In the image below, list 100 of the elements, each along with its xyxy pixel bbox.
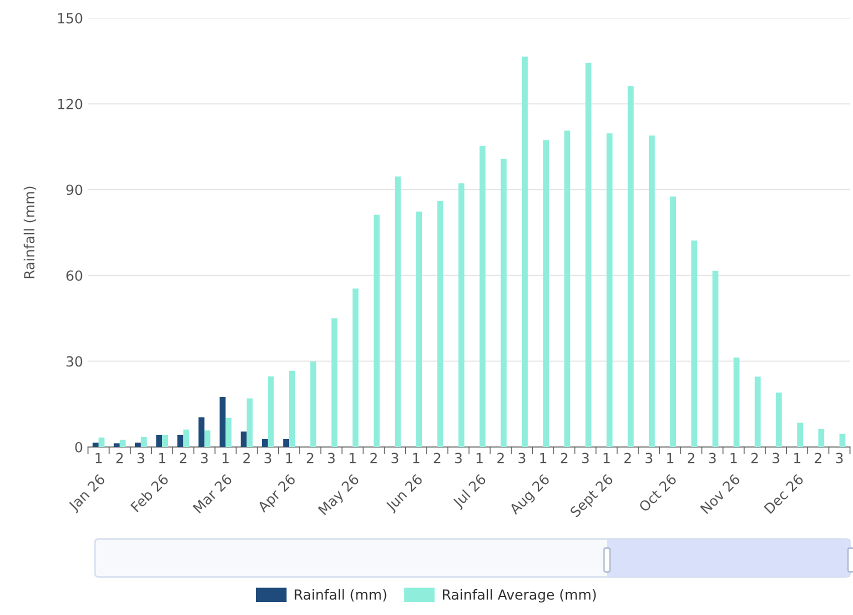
x-tick-label: 1 xyxy=(413,452,420,464)
bar xyxy=(776,392,782,447)
bar xyxy=(92,442,99,447)
text: Jul 26 xyxy=(452,473,488,510)
y-tick-label: 60 xyxy=(66,270,82,281)
x-tick-label: 3 xyxy=(455,452,462,464)
text: Nov 26 xyxy=(700,474,741,514)
x-tick-label: 3 xyxy=(582,452,589,464)
bar xyxy=(289,370,296,447)
x-tick-label: 2 xyxy=(243,452,250,464)
x-tick-label: 1 xyxy=(159,452,166,464)
x-tick-label: 1 xyxy=(667,452,674,464)
bar xyxy=(162,434,168,447)
x-tick-label: 1 xyxy=(730,452,737,464)
bar xyxy=(134,442,141,447)
bar xyxy=(754,376,761,447)
x-tick-label: 2 xyxy=(751,452,758,464)
x-tick-label: 3 xyxy=(328,452,335,464)
x-tick-label: 3 xyxy=(772,452,780,464)
bar xyxy=(246,398,253,447)
x-tick-label: 1 xyxy=(794,452,800,464)
bar xyxy=(734,357,740,447)
bar xyxy=(712,270,718,447)
bar xyxy=(394,176,401,447)
x-tick-label: 3 xyxy=(201,452,208,464)
bar xyxy=(416,212,422,447)
legend-label: Rainfall Average (mm) xyxy=(442,589,596,602)
text: Dec 26 xyxy=(764,474,804,514)
x-tick-label: 1 xyxy=(222,452,229,464)
bar xyxy=(204,430,210,447)
x-tick-label: 3 xyxy=(646,452,652,464)
x-tick-label: 3 xyxy=(836,452,843,464)
bar xyxy=(177,434,184,447)
bar xyxy=(226,418,232,447)
x-tick-label: 1 xyxy=(540,452,546,464)
bar xyxy=(522,56,528,447)
bar xyxy=(818,428,824,447)
bar xyxy=(140,436,147,447)
y-axis-title: Rainfall (mm) xyxy=(24,186,36,278)
bar xyxy=(310,361,316,447)
text: Mar 26 xyxy=(192,474,233,514)
bar xyxy=(268,376,274,447)
bar xyxy=(331,318,338,447)
x-tick-label: 1 xyxy=(96,452,102,464)
bar xyxy=(283,438,290,447)
bar xyxy=(98,438,105,447)
bar xyxy=(797,422,804,447)
x-tick-label: 1 xyxy=(476,452,483,464)
bar xyxy=(628,86,634,447)
bar xyxy=(220,396,226,447)
x-tick-label: 3 xyxy=(138,452,144,464)
bar xyxy=(585,62,592,447)
text: Jun 26 xyxy=(384,474,425,514)
bar xyxy=(480,146,486,447)
bar xyxy=(262,438,268,447)
text: Apr 26 xyxy=(256,474,298,515)
bar xyxy=(839,434,846,447)
bar xyxy=(156,434,162,447)
legend-label: Rainfall (mm) xyxy=(294,589,386,602)
y-tick-label: 90 xyxy=(66,184,82,196)
bar xyxy=(458,183,464,447)
x-tick-label: 3 xyxy=(709,452,716,464)
x-tick-label: 2 xyxy=(497,452,504,464)
text: Aug 26 xyxy=(508,474,552,517)
y-tick-label: 150 xyxy=(58,12,82,24)
x-tick-label: 2 xyxy=(814,452,822,464)
x-tick-label: 1 xyxy=(350,452,356,464)
x-tick-label: 1 xyxy=(604,452,610,464)
text: Oct 26 xyxy=(638,474,678,512)
y-tick-label: 120 xyxy=(58,98,82,110)
bar xyxy=(183,430,190,447)
y-tick-label: 0 xyxy=(75,442,82,452)
bar xyxy=(606,133,613,447)
x-tick-label: 2 xyxy=(116,452,123,464)
bar xyxy=(564,130,570,447)
bar xyxy=(120,440,126,447)
bar xyxy=(500,159,507,447)
bar xyxy=(670,196,676,447)
bar xyxy=(114,443,120,447)
text: Jan 26 xyxy=(67,474,108,514)
x-tick-label: 1 xyxy=(286,452,292,464)
x-tick-label: 2 xyxy=(434,452,440,464)
text: Feb 26 xyxy=(130,473,170,512)
x-tick-label: 3 xyxy=(392,452,398,464)
bar xyxy=(240,432,247,447)
bar xyxy=(648,136,655,447)
bar xyxy=(691,240,698,447)
x-tick-label: 2 xyxy=(370,452,377,464)
x-tick-label: 2 xyxy=(306,452,314,464)
x-tick-label: 2 xyxy=(180,452,186,464)
bar xyxy=(198,417,204,447)
x-tick-label: 2 xyxy=(560,452,568,464)
bar xyxy=(437,201,444,447)
bar xyxy=(374,214,380,447)
bar xyxy=(352,288,359,447)
x-tick-label: 2 xyxy=(688,452,694,464)
x-tick-label: 3 xyxy=(264,452,272,464)
x-tick-label: 2 xyxy=(624,452,631,464)
bar xyxy=(543,140,550,447)
y-tick-label: 30 xyxy=(66,356,82,367)
